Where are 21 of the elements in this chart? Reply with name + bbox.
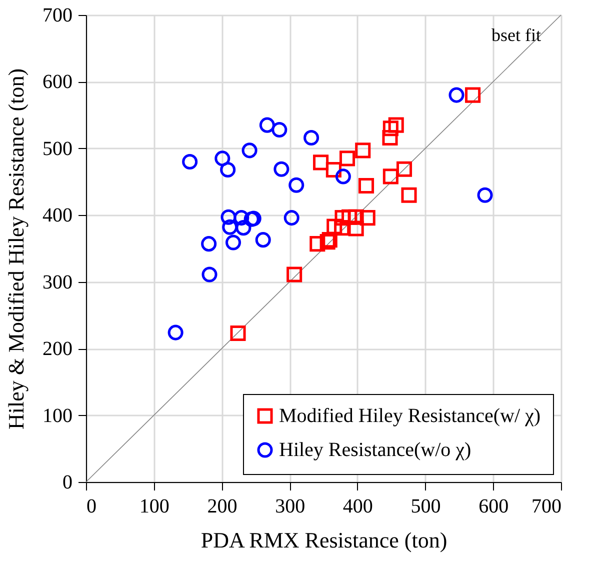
- y-tick-label: 200: [42, 338, 72, 360]
- y-tick-label: 0: [62, 472, 72, 494]
- x-tick-label: 100: [139, 496, 170, 518]
- x-tick-label: 400: [342, 496, 373, 518]
- y-tick-label: 600: [42, 71, 72, 94]
- y-tick-label: 100: [42, 404, 72, 427]
- y-tick-label: 500: [42, 138, 72, 160]
- x-tick-label: 700: [532, 496, 562, 518]
- x-tick-label: 0: [86, 496, 96, 518]
- x-tick-label: 600: [478, 496, 509, 518]
- x-tick-label: 500: [410, 496, 441, 518]
- legend-label: Modified Hiley Resistance(w/ χ): [279, 405, 541, 427]
- legend-label: Hiley Resistance(w/o χ): [279, 439, 472, 461]
- x-tick-label: 300: [275, 496, 306, 518]
- y-tick-label: 400: [42, 204, 72, 227]
- x-tick-label: 200: [207, 496, 238, 518]
- y-axis-title: Hiley & Modified Hiley Resistance (ton): [4, 68, 28, 430]
- y-tick-label: 700: [42, 4, 72, 26]
- y-tick-label: 300: [42, 271, 72, 294]
- x-axis-title: PDA RMX Resistance (ton): [200, 528, 448, 552]
- annotation: bset fit: [492, 25, 541, 45]
